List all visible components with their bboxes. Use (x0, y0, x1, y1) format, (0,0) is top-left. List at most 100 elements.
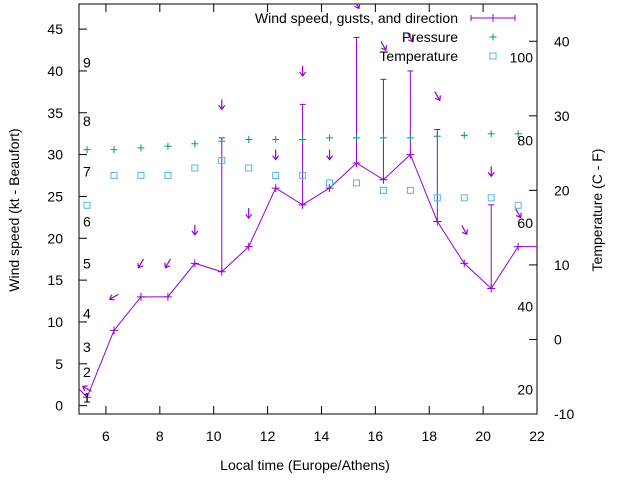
legend: Wind speed, gusts, and direction Pressur… (255, 10, 516, 64)
y-tick-label: 20 (47, 230, 63, 246)
wind-direction-arrow (164, 258, 171, 269)
wind-direction-arrow (515, 208, 522, 219)
chart-labels-layer: 6 8 10 12 14 16 18 20 22051015202530354045-10010… (47, 21, 574, 444)
y2-tick-label: 40 (554, 33, 570, 49)
plot-frame (78, 3, 538, 415)
temperature-point (272, 171, 280, 179)
legend-wind-marker (489, 14, 497, 22)
y-tick-label: 40 (47, 63, 63, 79)
temperature-point (326, 179, 334, 187)
wind-direction-arrow (245, 208, 253, 220)
wind-speed-point (406, 150, 415, 159)
y2-tick-label: 20 (554, 182, 570, 198)
legend-label-pressure: Pressure (402, 29, 458, 45)
pressure-point (487, 130, 495, 138)
wind-speed-point (190, 259, 199, 268)
chart-marks-layer (79, 4, 537, 402)
y-tick-label: 35 (47, 105, 63, 121)
fahrenheit-label: 100 (510, 50, 534, 66)
pressure-point (514, 130, 522, 138)
y2-tick-label: -10 (554, 406, 574, 422)
y-tick-label: 0 (55, 398, 63, 414)
clipped-marks (79, 4, 537, 402)
beaufort-label: 6 (83, 214, 91, 230)
temperature-point (110, 171, 118, 179)
legend-temperature-marker (489, 52, 497, 60)
x-tick-label: 16 (368, 428, 384, 444)
pressure-point (272, 136, 280, 144)
wind-speed-point (83, 393, 92, 402)
wind-speed-point (514, 242, 523, 251)
fahrenheit-label: 40 (517, 299, 533, 315)
pressure-point (218, 137, 226, 145)
wind-speed-point (271, 184, 280, 193)
wind-direction-arrow (434, 91, 442, 102)
wind-speed-point (110, 326, 119, 335)
wind-speed-point (163, 292, 172, 301)
pressure-point (164, 142, 172, 150)
y2-tick-label: 30 (554, 108, 570, 124)
temperature-point (245, 164, 253, 172)
pressure-point (299, 136, 307, 144)
wind-direction-arrow (137, 258, 144, 269)
legend-label-temperature: Temperature (379, 48, 458, 64)
x-tick-label: 12 (260, 428, 276, 444)
wind-speed-point (244, 242, 253, 251)
wind-speed-line (79, 153, 537, 399)
temperature-point (406, 186, 414, 194)
pressure-point (110, 146, 118, 154)
wind-speed-point (433, 217, 442, 226)
y2-axis-label: Temperature (C - F) (589, 149, 605, 272)
pressure-point (191, 140, 199, 148)
temperature-point (83, 201, 91, 209)
y2-tick-label: 10 (554, 257, 570, 273)
temperature-point (487, 194, 495, 202)
y2-tick-label: 0 (554, 331, 562, 347)
chart-frame-layer (78, 3, 538, 415)
x-tick-label: 14 (314, 428, 330, 444)
wind-speed-point (460, 259, 469, 268)
x-tick-label: 18 (421, 428, 437, 444)
wind-speed-point (136, 292, 145, 301)
beaufort-label: 5 (83, 255, 91, 271)
pressure-point (352, 134, 360, 142)
y-tick-label: 45 (47, 21, 63, 37)
pressure-point (433, 132, 441, 140)
wind-speed-point (298, 200, 307, 209)
beaufort-label: 2 (83, 364, 91, 380)
y-axis-label: Wind speed (kt - Beaufort) (6, 128, 22, 291)
legend-pressure-marker (489, 33, 497, 41)
legend-sample-wind (470, 14, 516, 22)
y-tick-label: 15 (47, 272, 63, 288)
x-tick-label: 8 (156, 428, 164, 444)
y-tick-label: 25 (47, 188, 63, 204)
wind-direction-arrow (108, 293, 119, 301)
wind-speed-point (352, 158, 361, 167)
pressure-point (460, 131, 468, 139)
temperature-point (137, 171, 145, 179)
wind-speed-point (217, 267, 226, 276)
legend-sample-temperature (489, 52, 497, 60)
temperature-point (191, 164, 199, 172)
temperature-point (164, 171, 172, 179)
wind-direction-arrow (407, 32, 415, 43)
pressure-point (83, 146, 91, 154)
wind-direction-arrow (461, 225, 468, 236)
temperature-point (433, 194, 441, 202)
wind-direction-arrow (487, 166, 495, 178)
legend-sample-pressure (489, 33, 497, 41)
y-tick-label: 5 (55, 356, 63, 372)
temperature-point (352, 179, 360, 187)
wind-direction-arrow (81, 385, 92, 392)
temperature-point (460, 194, 468, 202)
temperature-point (379, 186, 387, 194)
y-tick-label: 30 (47, 147, 63, 163)
wind-direction-arrow (218, 99, 226, 111)
beaufort-label: 1 (83, 389, 91, 405)
x-tick-label: 10 (206, 428, 222, 444)
pressure-point (326, 134, 334, 142)
beaufort-label: 3 (83, 339, 91, 355)
pressure-point (406, 134, 414, 142)
beaufort-label: 9 (83, 55, 91, 71)
wind-direction-arrow (299, 65, 307, 77)
